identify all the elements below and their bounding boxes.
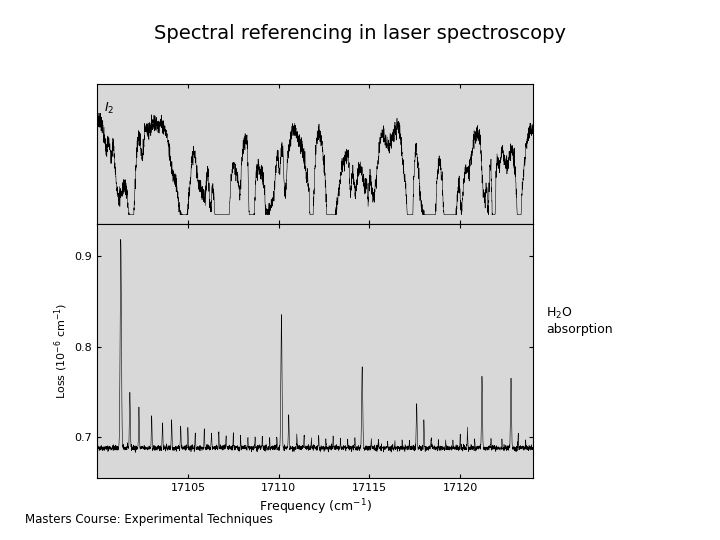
Text: I$_2$: I$_2$ <box>104 100 114 116</box>
Text: Spectral referencing in laser spectroscopy: Spectral referencing in laser spectrosco… <box>154 24 566 43</box>
Text: Masters Course: Experimental Techniques: Masters Course: Experimental Techniques <box>25 514 273 526</box>
Y-axis label: Loss (10$^{-6}$ cm$^{-1}$): Loss (10$^{-6}$ cm$^{-1}$) <box>53 303 71 400</box>
Text: H$_2$O
absorption: H$_2$O absorption <box>546 306 613 336</box>
X-axis label: Frequency (cm$^{-1}$): Frequency (cm$^{-1}$) <box>258 497 372 517</box>
